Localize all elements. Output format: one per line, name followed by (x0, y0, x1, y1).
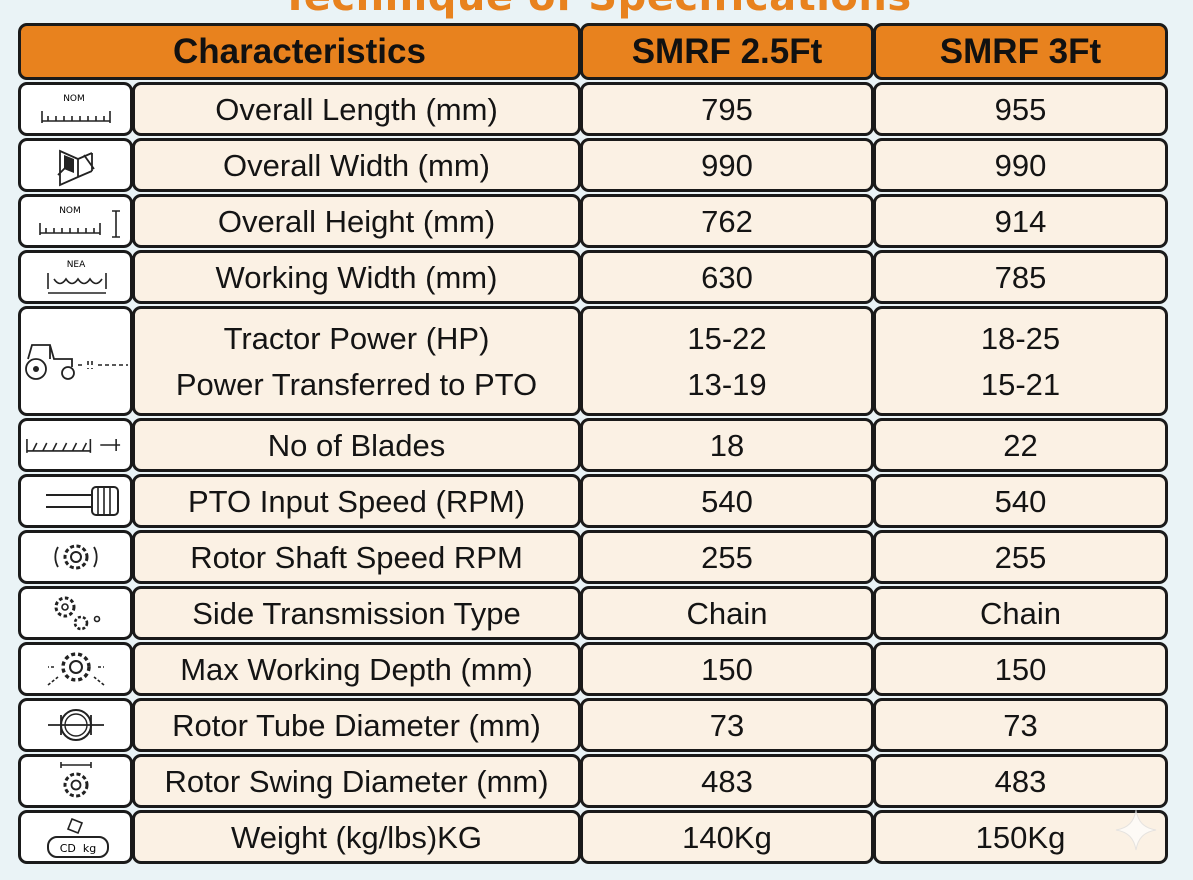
row-label: Side Transmission Type (132, 586, 581, 640)
value-smrf-3ft: 483 (873, 754, 1168, 808)
depth-gear-icon (18, 642, 133, 696)
working-width-icon: NEA (18, 250, 133, 304)
gears-icon (18, 586, 133, 640)
swing-gear-icon (18, 754, 133, 808)
length-ruler-icon: NOM (18, 82, 133, 136)
tractor-power-b: 18-25 (980, 320, 1061, 356)
value-smrf-2-5ft: 483 (580, 754, 874, 808)
value-smrf-2-5ft: 762 (580, 194, 874, 248)
value-smrf-2-5ft: 540 (580, 474, 874, 528)
value-smrf-3ft: 914 (873, 194, 1168, 248)
svg-text:NEA: NEA (66, 260, 85, 270)
value-smrf-2-5ft: 140Kg (580, 810, 874, 864)
row-label: Overall Length (mm) (132, 82, 581, 136)
value-smrf-3ft: Chain (873, 586, 1168, 640)
svg-text:NOM: NOM (59, 206, 81, 216)
tractor-power-a: 15-22 (687, 320, 767, 356)
value-smrf-2-5ft: 73 (580, 698, 874, 752)
row-label: Rotor Shaft Speed RPM (132, 530, 581, 584)
value-smrf-3ft: 255 (873, 530, 1168, 584)
row-label: Rotor Tube Diameter (mm) (132, 698, 581, 752)
value-smrf-3ft: 150 (873, 642, 1168, 696)
header-smrf-2-5ft: SMRF 2.5Ft (580, 23, 874, 80)
value-smrf-3ft-double: 18-25 15-21 (873, 306, 1168, 416)
row-label: Overall Height (mm) (132, 194, 581, 248)
value-smrf-3ft: 540 (873, 474, 1168, 528)
value-smrf-2-5ft-double: 15-22 13-19 (580, 306, 874, 416)
pto-power-a: 13-19 (687, 366, 767, 402)
value-smrf-3ft: 955 (873, 82, 1168, 136)
value-smrf-3ft: 22 (873, 418, 1168, 472)
row-label: Rotor Swing Diameter (mm) (132, 754, 581, 808)
svg-text:NOM: NOM (63, 94, 85, 104)
page-title: Technique of Specifications (0, 0, 1193, 20)
value-smrf-2-5ft: 990 (580, 138, 874, 192)
row-label: No of Blades (132, 418, 581, 472)
row-label: Max Working Depth (mm) (132, 642, 581, 696)
tractor-icon (18, 306, 133, 416)
value-smrf-2-5ft: 255 (580, 530, 874, 584)
header-smrf-3ft: SMRF 3Ft (873, 23, 1168, 80)
value-smrf-3ft: 150Kg (873, 810, 1168, 864)
pto-shaft-icon (18, 474, 133, 528)
rotor-gear-icon (18, 530, 133, 584)
row-label: Working Width (mm) (132, 250, 581, 304)
weight-icon: CD kg (18, 810, 133, 864)
value-smrf-2-5ft: 18 (580, 418, 874, 472)
pto-power-b: 15-21 (980, 366, 1061, 402)
value-smrf-2-5ft: 630 (580, 250, 874, 304)
row-label: Weight (kg/lbs)KG (132, 810, 581, 864)
svg-text:CD kg: CD kg (59, 842, 96, 855)
row-label-double: Tractor Power (HP) Power Transferred to … (132, 306, 581, 416)
tractor-power-label: Tractor Power (HP) (223, 320, 490, 356)
height-ruler-icon: NOM (18, 194, 133, 248)
value-smrf-3ft: 785 (873, 250, 1168, 304)
value-smrf-3ft: 73 (873, 698, 1168, 752)
value-smrf-2-5ft: Chain (580, 586, 874, 640)
tube-diameter-icon (18, 698, 133, 752)
value-smrf-3ft: 990 (873, 138, 1168, 192)
pto-power-label: Power Transferred to PTO (175, 366, 538, 402)
value-smrf-2-5ft: 795 (580, 82, 874, 136)
sparkle-icon (1115, 809, 1157, 851)
blades-icon (18, 418, 133, 472)
row-label: PTO Input Speed (RPM) (132, 474, 581, 528)
row-label: Overall Width (mm) (132, 138, 581, 192)
width-machine-icon (18, 138, 133, 192)
header-characteristics: Characteristics (18, 23, 581, 80)
value-smrf-2-5ft: 150 (580, 642, 874, 696)
